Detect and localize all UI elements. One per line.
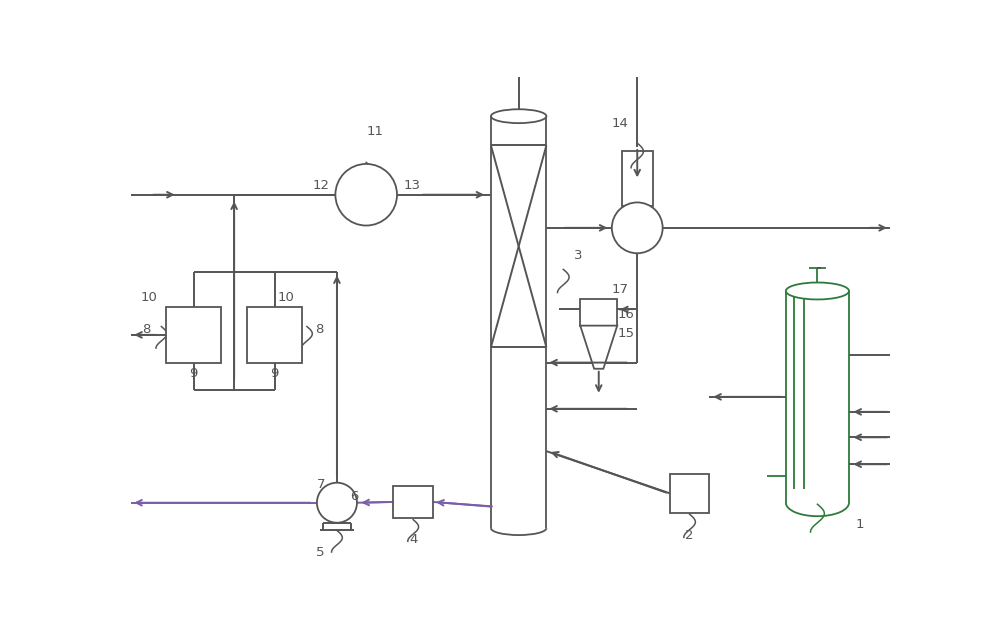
Circle shape xyxy=(335,164,397,226)
Text: 15: 15 xyxy=(618,327,635,340)
Text: 2: 2 xyxy=(685,529,694,542)
Text: 1: 1 xyxy=(856,518,864,531)
Circle shape xyxy=(612,203,663,253)
Text: 3: 3 xyxy=(574,249,583,262)
Text: 4: 4 xyxy=(409,533,417,546)
Text: 9: 9 xyxy=(270,367,279,380)
Ellipse shape xyxy=(491,109,546,123)
Bar xyxy=(670,474,709,513)
Text: 9: 9 xyxy=(190,367,198,380)
Text: 14: 14 xyxy=(612,117,629,130)
Text: 17: 17 xyxy=(612,283,629,296)
Text: 13: 13 xyxy=(404,179,421,192)
Text: 11: 11 xyxy=(367,125,384,138)
Text: 7: 7 xyxy=(317,478,326,491)
Text: 12: 12 xyxy=(313,179,330,192)
Bar xyxy=(247,307,302,363)
Bar xyxy=(622,151,653,206)
Text: 10: 10 xyxy=(278,292,295,304)
Ellipse shape xyxy=(786,283,849,299)
Circle shape xyxy=(317,483,357,523)
Text: 8: 8 xyxy=(143,323,151,336)
Text: 6: 6 xyxy=(350,490,358,503)
Text: 10: 10 xyxy=(141,292,157,304)
Bar xyxy=(393,486,433,518)
Text: 8: 8 xyxy=(315,323,323,336)
Polygon shape xyxy=(580,326,617,369)
Text: 5: 5 xyxy=(316,545,324,558)
Bar xyxy=(166,307,221,363)
Text: 16: 16 xyxy=(618,308,635,320)
Bar xyxy=(580,299,617,326)
